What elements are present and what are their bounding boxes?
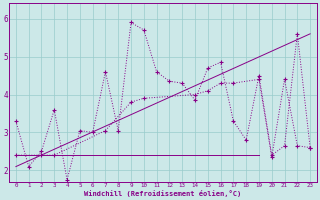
X-axis label: Windchill (Refroidissement éolien,°C): Windchill (Refroidissement éolien,°C) [84,190,242,197]
